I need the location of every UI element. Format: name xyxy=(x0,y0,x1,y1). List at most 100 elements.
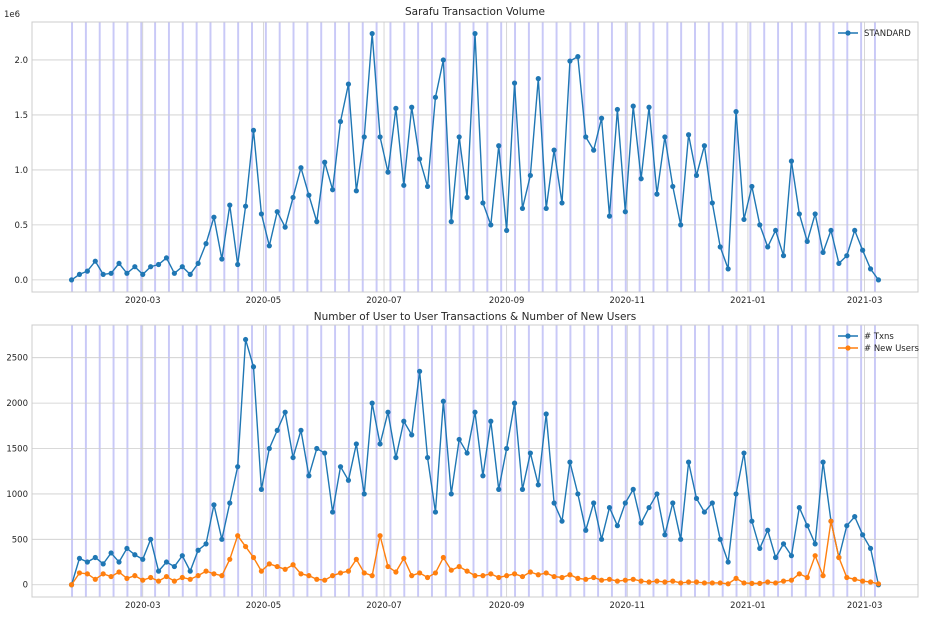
weekend-band xyxy=(680,22,683,292)
data-point xyxy=(670,500,676,506)
data-point xyxy=(250,364,257,370)
weekend-band xyxy=(84,22,87,292)
data-point xyxy=(519,486,526,492)
y-tick-label: 2.0 xyxy=(14,56,28,66)
data-point xyxy=(424,183,431,190)
data-point xyxy=(282,566,288,572)
data-point xyxy=(551,500,557,506)
legend-marker xyxy=(845,30,851,36)
data-point xyxy=(567,459,573,465)
chart-title: Sarafu Transaction Volume xyxy=(405,6,545,18)
weekend-band xyxy=(583,325,586,597)
weekend-band xyxy=(500,22,503,292)
x-tick-label: 2021-03 xyxy=(847,296,883,306)
data-point xyxy=(725,266,731,272)
data-point xyxy=(219,573,225,579)
weekend-band xyxy=(417,325,420,597)
axes-frame xyxy=(31,324,919,598)
data-point xyxy=(867,545,874,552)
data-point xyxy=(282,224,288,230)
data-point xyxy=(709,580,715,586)
weekend-band xyxy=(209,325,212,597)
data-point xyxy=(733,575,739,581)
weekend-band xyxy=(334,325,337,597)
data-point xyxy=(361,491,367,497)
data-point xyxy=(84,571,90,577)
weekend-band xyxy=(721,325,724,597)
weekend-band xyxy=(832,325,835,597)
data-point xyxy=(749,518,755,524)
data-point xyxy=(337,118,344,125)
weekend-band xyxy=(84,325,87,597)
data-point xyxy=(148,536,154,542)
data-point xyxy=(598,577,605,583)
weekend-band xyxy=(430,22,433,292)
weekend-band xyxy=(71,325,74,597)
x-tick-label: 2021-01 xyxy=(730,296,766,306)
data-point xyxy=(646,579,652,585)
weekend-band xyxy=(403,325,406,597)
data-point xyxy=(693,579,700,585)
data-point xyxy=(535,482,541,488)
data-point xyxy=(353,188,359,194)
data-point xyxy=(757,222,763,228)
data-point xyxy=(353,441,359,447)
data-point xyxy=(361,570,367,576)
weekend-band xyxy=(597,22,600,292)
data-point xyxy=(844,523,850,529)
data-point xyxy=(875,277,882,283)
data-point xyxy=(266,445,272,452)
weekend-band xyxy=(777,22,780,292)
data-point xyxy=(377,441,383,447)
weekend-band xyxy=(790,325,793,597)
weekend-band xyxy=(154,22,157,292)
data-point xyxy=(242,543,249,550)
data-point xyxy=(155,568,162,574)
data-point xyxy=(116,569,122,575)
data-point xyxy=(852,576,858,582)
data-point xyxy=(290,454,296,461)
data-point xyxy=(266,243,272,249)
data-point xyxy=(203,541,209,547)
data-point xyxy=(108,270,114,276)
data-point xyxy=(337,570,344,576)
data-point xyxy=(543,205,549,212)
weekend-band xyxy=(472,325,475,597)
data-point xyxy=(92,576,98,582)
data-point xyxy=(250,127,257,133)
x-tick-label: 2020-05 xyxy=(246,296,282,306)
data-point xyxy=(701,143,708,149)
plot-area xyxy=(32,22,918,292)
data-point xyxy=(148,574,154,581)
y-tick-label: 0.0 xyxy=(14,276,28,286)
data-point xyxy=(290,194,296,201)
data-point xyxy=(258,486,265,492)
data-point xyxy=(543,570,549,576)
data-point xyxy=(472,409,478,415)
data-point xyxy=(345,81,352,87)
data-point xyxy=(163,559,170,565)
data-point xyxy=(330,573,336,579)
data-point xyxy=(409,573,415,579)
data-point xyxy=(551,147,557,153)
data-point xyxy=(393,454,399,461)
weekend-band xyxy=(112,325,115,597)
data-point xyxy=(472,573,478,579)
weekend-band xyxy=(652,325,655,597)
data-point xyxy=(709,500,715,506)
data-point xyxy=(630,576,636,582)
data-point xyxy=(393,105,399,111)
data-point xyxy=(203,241,209,247)
data-point xyxy=(638,578,644,584)
data-point xyxy=(504,445,510,452)
weekend-band xyxy=(98,325,101,597)
weekend-band xyxy=(735,325,738,597)
data-point xyxy=(583,527,589,533)
weekend-band xyxy=(306,325,309,597)
data-point xyxy=(685,579,692,585)
weekend-band xyxy=(763,325,766,597)
weekend-band xyxy=(818,22,821,292)
data-point xyxy=(511,400,518,406)
data-point xyxy=(274,427,280,433)
data-point xyxy=(638,520,644,526)
